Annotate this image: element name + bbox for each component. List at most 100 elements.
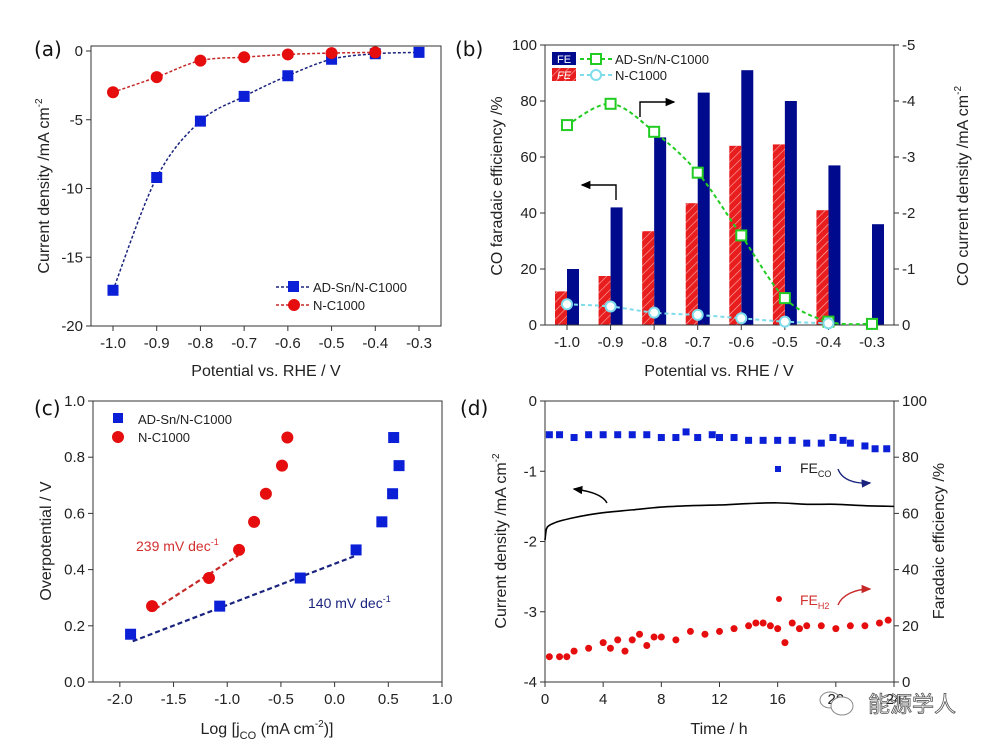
- data-point: [861, 442, 869, 450]
- y2-tick-label: 100: [902, 393, 927, 410]
- x-tick-label: -2.0: [107, 691, 133, 708]
- data-point: [778, 292, 791, 305]
- x-tick-label: -0.3: [859, 334, 885, 351]
- bar: [598, 276, 611, 325]
- legend-label-nc: N-C1000: [313, 298, 365, 313]
- y2-tick-label: -5: [902, 37, 915, 54]
- data-point: [146, 600, 159, 613]
- y-axis-title-d: Current density /mA cm-2: [491, 453, 510, 629]
- bar: [772, 144, 785, 325]
- data-point: [817, 622, 825, 630]
- data-point: [817, 439, 825, 447]
- arrow-right-axis-icon: [639, 97, 676, 117]
- watermark: 能源学人: [819, 691, 956, 718]
- data-point: [413, 46, 425, 58]
- tafel-slope-label-ad-sn: 140 mV dec-1: [308, 594, 391, 611]
- data-point: [735, 229, 748, 242]
- data-point: [628, 431, 636, 439]
- y-tick-label: 60: [520, 149, 537, 166]
- y-tick-label: -2: [524, 534, 537, 551]
- data-point: [759, 619, 767, 627]
- data-point: [774, 436, 782, 444]
- legend-label-b-ad-sn: AD-Sn/N-C1000: [615, 52, 709, 67]
- bar: [610, 207, 623, 325]
- y-axis-title-a: Current density /mA cm-2: [34, 98, 53, 274]
- y-tick-label: 80: [520, 93, 537, 110]
- data-point: [614, 636, 622, 644]
- legend-swatch-fe-nc: [552, 68, 576, 81]
- y-tick-label: -15: [61, 249, 83, 266]
- x-tick-label: -0.7: [685, 334, 711, 351]
- panel-label-a: (a): [34, 37, 62, 61]
- y2-tick-label: -2: [902, 205, 915, 222]
- y-tick-label: 0.6: [64, 505, 85, 522]
- y-tick-label: 0: [75, 43, 83, 60]
- legend-a: AD-Sn/N-C1000 N-C1000: [276, 280, 407, 313]
- data-point: [604, 97, 617, 110]
- legend-label-b-nc: N-C1000: [615, 68, 667, 83]
- x-axis-title-d: Time / h: [690, 721, 747, 738]
- data-point: [350, 544, 362, 556]
- data-point: [708, 431, 716, 439]
- data-point: [781, 639, 789, 647]
- x-tick-label: -0.9: [144, 335, 170, 352]
- data-point: [788, 436, 796, 444]
- x-tick-label: -0.3: [406, 335, 432, 352]
- data-point: [545, 431, 553, 439]
- data-point: [125, 628, 137, 640]
- data-point: [282, 70, 294, 82]
- legend-swatch-text: FE: [557, 54, 571, 66]
- data-point: [563, 653, 571, 661]
- y2-tick-label: 20: [902, 618, 919, 635]
- legend-swatch-fe-ad-sn: [552, 52, 576, 65]
- data-point: [281, 431, 294, 444]
- y2-tick-label: -3: [902, 149, 915, 166]
- data-point: [657, 633, 665, 641]
- y-tick-label: -20: [61, 318, 83, 335]
- panel-a-chart: (a) -1.0 -0.9 -0.8 -0.7 -0.6 -0.5 -0.4 -0.3 0 -5 -…: [34, 37, 442, 380]
- data-point: [795, 625, 803, 633]
- legend-marker-circle: [112, 431, 124, 443]
- panel-label-d: (d): [460, 396, 488, 420]
- x-axis-title-a: Potential vs. RHE / V: [191, 363, 341, 380]
- data-point: [822, 317, 835, 330]
- legend-marker-square: [113, 413, 123, 423]
- y-tick-label: -4: [524, 674, 537, 691]
- data-point: [778, 315, 791, 328]
- data-point: [759, 436, 767, 444]
- y2-axis-title-d: Faradaic efficiency /%: [931, 463, 948, 619]
- y2-tick-label: 0: [902, 674, 910, 691]
- data-point: [871, 445, 879, 453]
- x-tick-label: 8: [657, 691, 665, 708]
- bar: [654, 137, 667, 325]
- arrow-fe-h2-icon: [837, 584, 872, 606]
- data-point: [752, 619, 760, 627]
- x-tick-label: 4: [599, 691, 607, 708]
- x-tick-label: 0.5: [378, 691, 399, 708]
- data-point: [150, 71, 163, 84]
- data-point: [648, 125, 661, 138]
- data-point: [214, 600, 226, 612]
- y-tick-label: -5: [70, 112, 83, 129]
- y-axis-title-c: Overpotential / V: [38, 481, 55, 601]
- data-point: [325, 47, 338, 60]
- data-point: [716, 627, 723, 635]
- x-tick-label: -0.8: [641, 334, 667, 351]
- data-point: [766, 622, 774, 630]
- data-point: [388, 432, 400, 444]
- x-tick-label: -0.6: [275, 335, 301, 352]
- data-point: [636, 630, 644, 638]
- legend-marker-square: [288, 281, 299, 292]
- bar: [642, 231, 655, 325]
- watermark-text: 能源学人: [868, 693, 956, 718]
- x-tick-label: -0.4: [815, 334, 841, 351]
- data-point: [672, 434, 680, 442]
- x-tick-label: -1.0: [100, 335, 126, 352]
- x-tick-label: 0.0: [324, 691, 345, 708]
- data-point: [875, 619, 883, 627]
- series-line-AD-Sn/N-C1000: [112, 51, 420, 291]
- legend-marker-circle: [776, 596, 782, 602]
- bar: [741, 70, 754, 325]
- tafel-slope-label-nc: 239 mV dec-1: [136, 537, 219, 554]
